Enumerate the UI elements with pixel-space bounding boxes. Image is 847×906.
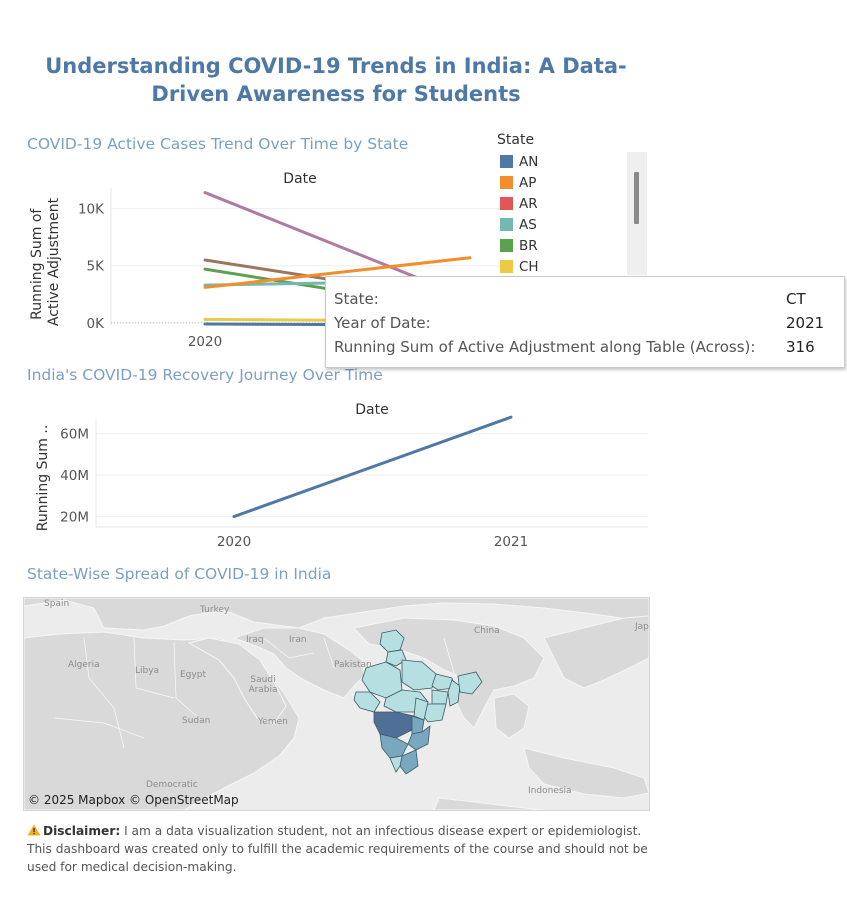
chart2-x-ticks: 2020 2021 [217, 534, 528, 550]
chart2-header: Date [355, 402, 388, 418]
map-label-indonesia: Indonesia [528, 786, 572, 796]
map-label-sudan: Sudan [182, 716, 211, 726]
state-legend[interactable]: State AN AP AR AS BR CH [497, 130, 647, 275]
map-label-democratic: Democratic [146, 780, 198, 790]
state-kl[interactable] [389, 755, 403, 773]
legend-item-ch[interactable]: CH [500, 259, 539, 275]
state-jh[interactable] [431, 689, 449, 705]
legend-swatch [500, 197, 513, 210]
india-states[interactable] [353, 629, 483, 775]
map-label-libya: Libya [135, 666, 160, 676]
legend-label: AS [519, 217, 537, 233]
warning-icon [27, 824, 41, 836]
state-ne[interactable] [457, 671, 483, 695]
chart2-gridlines [96, 433, 648, 518]
tooltip-state-label: State: [334, 290, 379, 308]
map-borders [53, 637, 455, 749]
state-hp-pb[interactable] [385, 649, 407, 667]
state-up[interactable] [401, 659, 437, 691]
map-label-yemen: Yemen [258, 717, 288, 727]
legend-swatch [500, 155, 513, 168]
legend-label: AN [519, 154, 539, 170]
map-attribution[interactable]: © 2025 Mapbox © OpenStreetMap [28, 793, 239, 807]
chart-tooltip: State: CT Year of Date: 2021 Running Sum… [325, 276, 845, 368]
legend-label: AP [519, 175, 537, 191]
disclaimer: Disclaimer: I am a data visualization st… [27, 822, 657, 876]
tooltip-measure-value: 316 [786, 338, 815, 356]
map-label-egypt: Egypt [180, 670, 206, 680]
chart1-ylabel: Running Sum of Active Adjustment [29, 197, 62, 326]
y-tick-label: 60M [60, 427, 89, 443]
tooltip-measure-label: Running Sum of Active Adjustment along T… [334, 338, 756, 356]
legend-label: AR [519, 196, 538, 212]
map-label-iran: Iran [289, 635, 307, 645]
recovery-chart-title: India's COVID-19 Recovery Journey Over T… [27, 366, 383, 384]
map-label-saudi-arabia: Saudi Arabia [248, 675, 278, 695]
legend-item-ar[interactable]: AR [500, 196, 538, 214]
map-label-pakistan: Pakistan [334, 660, 372, 670]
map-label-spain: Spain [44, 599, 70, 609]
chart2-y-ticks: 20M 40M 60M [60, 427, 89, 526]
legend-swatch [500, 239, 513, 252]
legend-item-br[interactable]: BR [500, 238, 538, 256]
state-wb[interactable] [447, 679, 461, 707]
chart2-series[interactable] [232, 415, 513, 519]
tooltip-year-label: Year of Date: [334, 314, 431, 332]
legend-item-as[interactable]: AS [500, 217, 537, 235]
chart1-header: Date [283, 171, 316, 187]
map-label-algeria: Algeria [68, 660, 100, 670]
map-label-japan: Jap [635, 622, 649, 632]
legend-swatch [500, 260, 513, 273]
legend-scrollbar[interactable] [627, 152, 647, 275]
y-tick-label: 40M [60, 468, 89, 484]
series-line-1[interactable] [232, 415, 513, 519]
dashboard-title: Understanding COVID-19 Trends in India: … [45, 54, 627, 106]
legend-swatch [500, 176, 513, 189]
legend-swatch [500, 218, 513, 231]
series-line-5[interactable] [203, 256, 472, 289]
india-state-map[interactable]: Spain Turkey Iraq Iran Algeria Libya Egy… [23, 597, 650, 811]
map-label-turkey: Turkey [200, 605, 230, 615]
chart1-y-ticks: 0K 5K 10K [78, 202, 105, 332]
legend-title: State [497, 132, 535, 148]
state-mh[interactable] [373, 711, 415, 739]
tooltip-state-value: CT [786, 290, 806, 308]
legend-label: BR [519, 238, 538, 254]
map-label-iraq: Iraq [246, 635, 264, 645]
y-tick-label: 10K [78, 202, 105, 218]
disclaimer-label: Disclaimer: [43, 824, 121, 838]
legend-item-ap[interactable]: AP [500, 175, 536, 193]
active-cases-chart-title: COVID-19 Active Cases Trend Over Time by… [27, 135, 409, 153]
state-bihar[interactable] [431, 673, 455, 691]
chart2-ylabel: Running Sum .. [35, 425, 51, 532]
x-tick-label: 2021 [494, 534, 528, 550]
legend-scrollbar-thumb[interactable] [634, 172, 639, 224]
map-canvas[interactable] [24, 598, 649, 810]
legend-item-an[interactable]: AN [500, 154, 538, 172]
tooltip-year-value: 2021 [786, 314, 825, 332]
y-tick-label: 20M [60, 510, 89, 526]
map-title: State-Wise Spread of COVID-19 in India [27, 565, 332, 583]
x-tick-label: 2020 [188, 334, 222, 350]
map-label-china: China [474, 626, 500, 636]
legend-label: CH [519, 259, 539, 275]
y-tick-label: 0K [87, 316, 106, 332]
x-tick-label: 2020 [217, 534, 251, 550]
disclaimer-text: I am a data visualization student, not a… [27, 824, 648, 874]
y-tick-label: 5K [87, 259, 106, 275]
